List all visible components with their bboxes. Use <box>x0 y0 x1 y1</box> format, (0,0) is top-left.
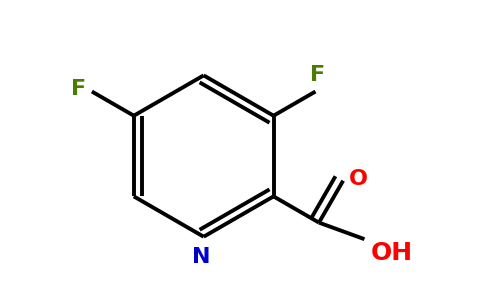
Text: O: O <box>349 169 368 189</box>
Text: F: F <box>310 65 325 86</box>
Text: OH: OH <box>370 241 413 265</box>
Text: N: N <box>193 247 211 267</box>
Text: F: F <box>71 80 86 100</box>
